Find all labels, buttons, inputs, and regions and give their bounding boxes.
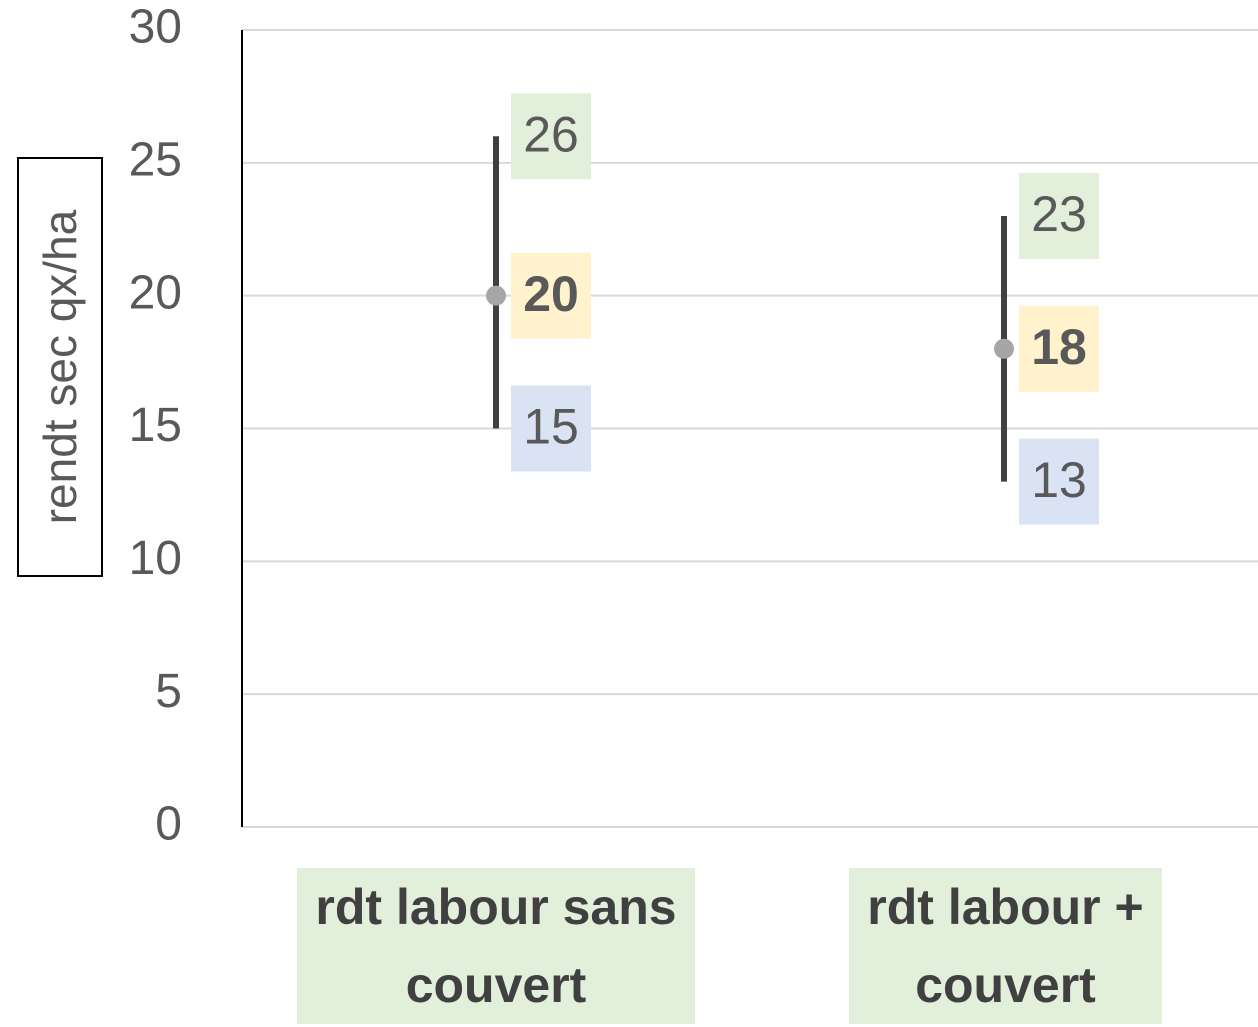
data-label-box: [1019, 438, 1099, 525]
y-tick-label: 10: [129, 532, 182, 585]
data-label: 26: [523, 106, 579, 162]
x-tick-label: rdt labour sans couvert: [297, 868, 695, 1024]
data-label-box: [1019, 305, 1099, 392]
y-axis-title-box: rendt sec qx/ha: [17, 157, 103, 577]
data-label: 18: [1031, 319, 1087, 375]
data-label: 15: [523, 399, 579, 455]
y-tick-label: 15: [129, 399, 182, 452]
x-tick-label: rdt labour + couvert: [849, 868, 1162, 1024]
data-label: 13: [1031, 452, 1087, 508]
y-tick-label: 25: [129, 134, 182, 187]
y-tick-label: 20: [129, 266, 182, 319]
mean-marker: [994, 338, 1014, 359]
data-label: 20: [523, 266, 579, 322]
data-label-box: [511, 385, 591, 472]
mean-marker: [486, 285, 506, 306]
y-tick-label: 0: [155, 798, 182, 851]
data-label-box: [1019, 172, 1099, 259]
y-axis-title: rendt sec qx/ha: [34, 209, 86, 525]
data-label: 23: [1031, 186, 1087, 242]
data-label-box: [511, 93, 591, 180]
y-tick-label: 30: [129, 1, 182, 54]
data-label-box: [511, 252, 591, 339]
y-tick-label: 5: [155, 665, 182, 718]
